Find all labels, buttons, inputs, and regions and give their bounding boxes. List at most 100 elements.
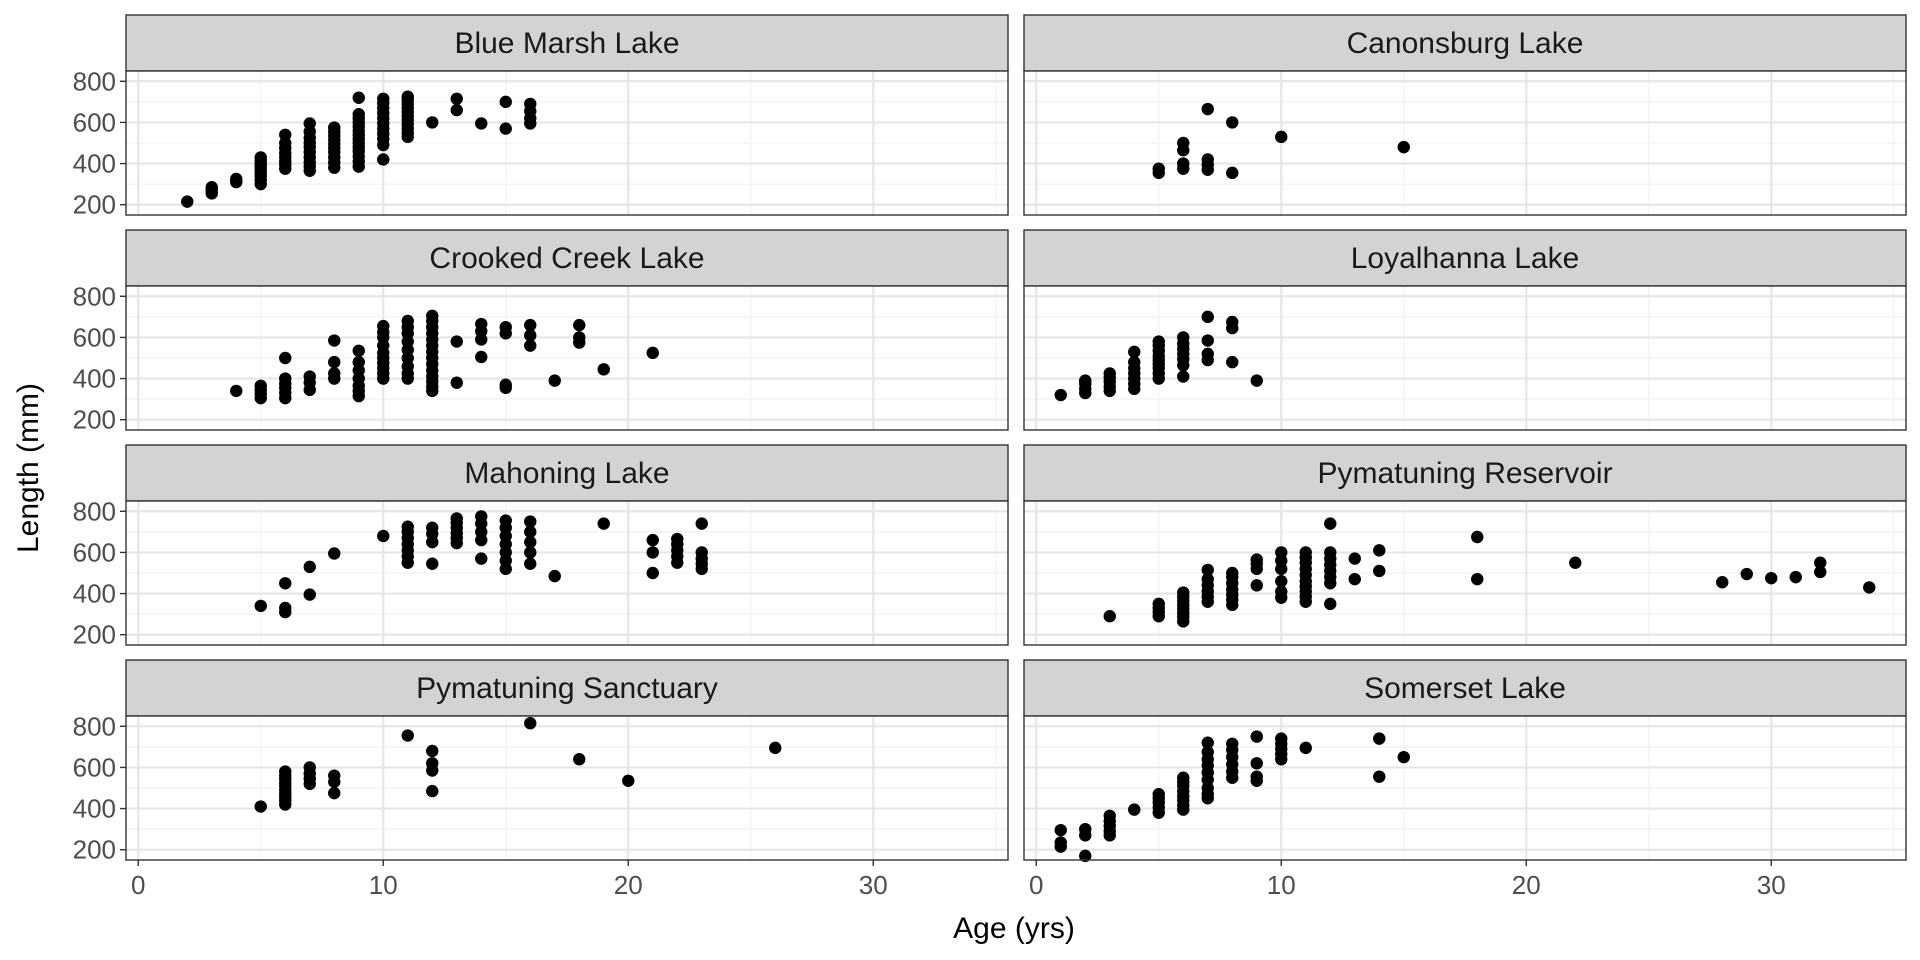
panel-title: Pymatuning Sanctuary [416,672,718,705]
panel-pymatuning-sanctuary: Pymatuning Sanctuary 200 400 600 800 [73,659,1009,865]
y-tick-label: 600 [73,322,116,352]
data-point [695,546,708,559]
y-tick-label: 400 [73,579,116,609]
grid [1024,716,1906,860]
x-tick-label: 0 [1029,870,1043,900]
data-point [475,552,488,565]
data-point [1177,586,1190,599]
data-point [1250,579,1263,592]
panel-mahoning-lake: Mahoning Lake 200 400 600 800 [73,444,1009,650]
x-tick-label: 10 [369,870,398,900]
data-point [573,331,586,344]
data-point [524,318,537,332]
data-point [328,547,341,560]
data-point [1226,566,1239,580]
data-point [499,514,512,527]
data-point [450,103,463,117]
data-point [475,350,488,364]
data-point [1177,771,1190,784]
grid [126,716,1008,860]
data-point [450,376,463,389]
panel-title: Pymatuning Reservoir [1317,457,1612,490]
strip-header [1023,229,1907,287]
data-point [524,339,537,352]
y-tick-label: 400 [73,364,116,394]
strip-header [125,659,1009,717]
data-point [475,117,488,130]
data-point [1397,750,1410,764]
panels-layer: Blue Marsh Lake 200 400 600 800 Canonsburg La… [73,14,1907,865]
grid [126,71,1008,215]
data-point [352,108,365,121]
data-point [401,314,414,328]
data-point [377,529,390,543]
data-point [1177,331,1190,344]
data-point [1789,570,1802,584]
y-axis-title: Length (mm) [12,383,45,553]
data-point [1054,823,1067,837]
data-point [352,355,365,369]
panel-pymatuning-reservoir: Pymatuning Reservoir [1023,444,1907,646]
data-point [377,319,390,333]
data-point [254,800,267,813]
panel-border [1023,285,1907,431]
data-point [328,367,341,380]
data-point [1201,334,1214,347]
data-point [1201,310,1214,324]
y-tick-label: 800 [73,711,116,741]
panel-title: Crooked Creek Lake [429,242,704,275]
x-tick-label: 30 [859,870,888,900]
data-point [1324,597,1337,611]
points [1054,310,1263,402]
points [181,90,537,208]
data-point [1275,575,1288,588]
data-point [254,151,267,164]
panel-border [1023,715,1907,861]
data-point [1740,567,1753,581]
panel-title: Somerset Lake [1364,672,1566,705]
data-point [303,761,316,774]
data-point [352,91,365,104]
data-point [573,753,586,766]
data-point [1373,564,1386,578]
strip-header [125,14,1009,72]
data-point [524,97,537,111]
y-tick-label: 200 [73,620,116,650]
data-point [524,329,537,342]
data-point [1201,347,1214,361]
data-point [1324,546,1337,559]
data-point [1079,849,1092,863]
points [1054,730,1410,863]
points [230,309,659,405]
data-point [499,122,512,135]
data-point [475,317,488,331]
data-point [646,566,659,580]
y-tick-label: 600 [73,752,116,782]
panel-title: Blue Marsh Lake [454,27,679,60]
data-point [1128,355,1141,369]
data-point [426,116,439,129]
y-tick-label: 600 [73,537,116,567]
data-point [1226,737,1239,750]
strip-header [1023,659,1907,717]
data-point [303,588,316,601]
panel-crooked-creek-lake: Crooked Creek Lake 200 400 600 800 [73,229,1009,435]
data-point [426,557,439,570]
data-point [279,128,292,141]
data-point [1250,553,1263,566]
y-tick-label: 400 [73,794,116,824]
data-point [1250,770,1263,783]
y-tick-label: 800 [73,281,116,311]
y-tick-label: 800 [73,496,116,526]
y-tick-label: 800 [73,66,116,96]
panel-border [125,285,1009,431]
y-tick-label: 200 [73,835,116,865]
data-point [426,521,439,534]
data-point [303,117,316,130]
grid [1024,71,1906,215]
data-point [279,601,292,615]
data-point [401,729,414,742]
data-point [1201,572,1214,586]
points [254,510,708,619]
data-point [1299,741,1312,755]
